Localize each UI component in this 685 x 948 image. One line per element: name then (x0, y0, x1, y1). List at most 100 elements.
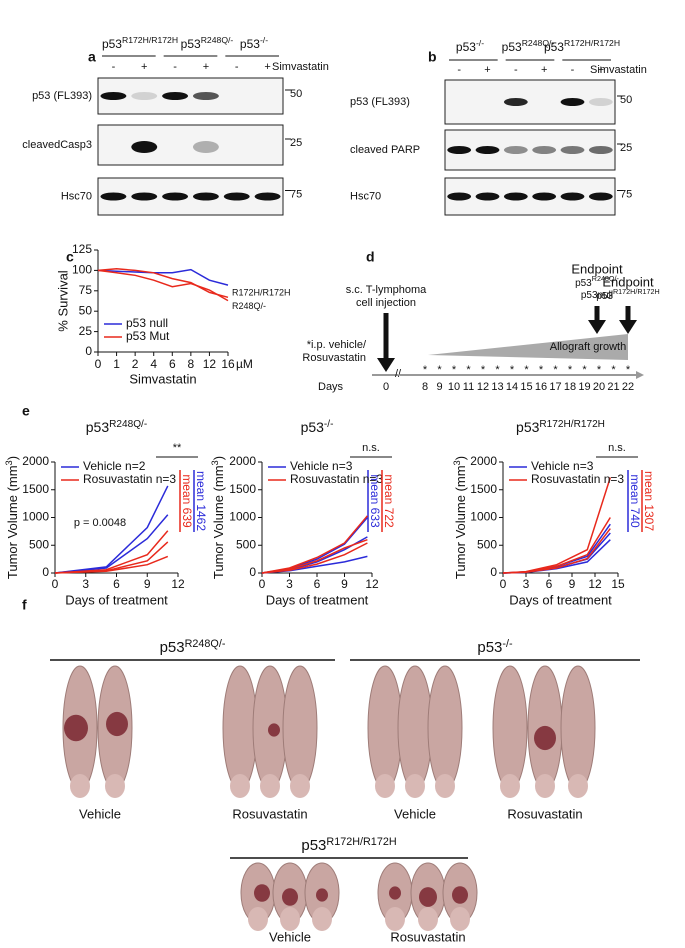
y-tick-label: 1500 (470, 482, 497, 496)
y-axis-label-sup: 3 (4, 460, 14, 465)
legend-label: Rosuvastatin n=3 (83, 472, 176, 486)
y-tick-label: 1000 (229, 510, 256, 524)
lane-sign: - (235, 61, 239, 73)
treatment-mark: * (582, 364, 587, 376)
mouse-head (280, 907, 300, 931)
group-label-sup: -/- (476, 38, 484, 48)
growth-wedge (428, 334, 628, 360)
panel-label: c (66, 249, 74, 265)
tumor (282, 888, 298, 906)
group-label-sup: R248Q/- (522, 38, 555, 48)
treatment-mark: * (481, 364, 486, 376)
significance-label: n.s. (608, 442, 626, 454)
x-axis-label: Days of treatment (509, 592, 612, 607)
y-tick-label: 500 (477, 537, 497, 551)
panel-label: a (88, 49, 96, 65)
x-tick-label: 2 (132, 357, 139, 371)
x-tick-label: 0 (259, 577, 266, 591)
marker-label: 50 (620, 94, 632, 106)
chart-title-base: p53 (516, 419, 540, 435)
y-axis-label-base: Tumor Volume (mm (211, 465, 226, 579)
lane-sign: + (264, 61, 270, 73)
endpoint-group-base: p53 (575, 278, 592, 289)
lane-sign: - (571, 64, 575, 76)
x-tick-label: 1 (113, 357, 120, 371)
y-tick-label: 0 (249, 565, 256, 579)
series-line (502, 477, 612, 574)
condition-label: Vehicle (269, 929, 311, 944)
marker-label: 25 (290, 137, 302, 149)
significance-label: n.s. (362, 442, 380, 454)
mouse-head (568, 774, 588, 798)
series-line (54, 514, 169, 574)
y-axis-label-base: Tumor Volume (mm (453, 465, 468, 579)
band (588, 146, 613, 154)
x-tick-label: 15 (611, 577, 625, 591)
band (162, 192, 189, 201)
x-tick-label: 12 (203, 357, 217, 371)
day-label: 19 (578, 381, 590, 393)
lane-sign: + (598, 64, 604, 76)
tumor (64, 714, 88, 742)
legend-label: Vehicle n=3 (290, 459, 353, 473)
legend-label: Vehicle n=3 (531, 459, 594, 473)
series-line (261, 538, 368, 574)
legend-label: Rosuvastatin n=3 (531, 472, 624, 486)
y-tick-label: 1000 (470, 510, 497, 524)
group-title-base: p53 (301, 837, 326, 854)
treatment-mark: * (452, 364, 457, 376)
group-title-base: p53 (160, 639, 185, 656)
mouse-head (230, 774, 250, 798)
group-label: p53-/- (456, 38, 484, 54)
day-label: 13 (491, 381, 503, 393)
mouse-head (535, 774, 555, 798)
group-title: p53R248Q/- (160, 638, 226, 656)
mouse-head (290, 774, 310, 798)
band (447, 146, 472, 154)
blot-box (97, 77, 284, 115)
x-tick-label: 9 (144, 577, 151, 591)
chart-title: p53-/- (301, 419, 334, 435)
y-axis-label: % Survival (55, 270, 70, 332)
y-tick-label: 25 (79, 324, 93, 338)
x-tick-label: 12 (365, 577, 379, 591)
series-line (54, 530, 169, 574)
x-tick-label: 3 (286, 577, 293, 591)
y-axis-label: Tumor Volume (mm3) (452, 456, 468, 579)
band (192, 192, 219, 201)
condition-label: Vehicle (79, 806, 121, 821)
band (560, 192, 585, 201)
mouse-body (397, 665, 433, 791)
y-tick-label: 1000 (22, 510, 49, 524)
band (588, 192, 613, 201)
y-tick-label: 0 (490, 565, 497, 579)
mouse-head (105, 774, 125, 798)
endpoint-group: p53null (581, 290, 613, 301)
lane-sign: - (457, 64, 461, 76)
treatment-mark: * (553, 364, 558, 376)
y-axis-label-base: Tumor Volume (mm (5, 465, 20, 579)
group-label-base: p53 (544, 40, 564, 54)
series-line (97, 269, 229, 302)
mouse-head (450, 907, 470, 931)
mouse-body (222, 665, 258, 791)
group-label: p53R248Q/- (502, 38, 555, 54)
day-label: 9 (436, 381, 442, 393)
annotation: p = 0.0048 (74, 517, 126, 529)
x-tick-label: 6 (546, 577, 553, 591)
x-tick-label: 3 (523, 577, 530, 591)
marker-label: 75 (620, 188, 632, 200)
x-tick-label: 12 (588, 577, 602, 591)
x-tick-label: 6 (169, 357, 176, 371)
mean-label: mean 1307 (642, 471, 656, 531)
lane-sign: + (203, 61, 209, 73)
row-label: Hsc70 (61, 190, 92, 202)
group-label-base: p53 (181, 37, 201, 51)
injection-label: s.c. T-lymphoma (346, 284, 427, 296)
endpoint-arrow-head (619, 320, 637, 334)
mouse-body (492, 665, 528, 791)
mouse-head (385, 907, 405, 931)
y-tick-label: 2000 (229, 454, 256, 468)
band (503, 192, 528, 201)
